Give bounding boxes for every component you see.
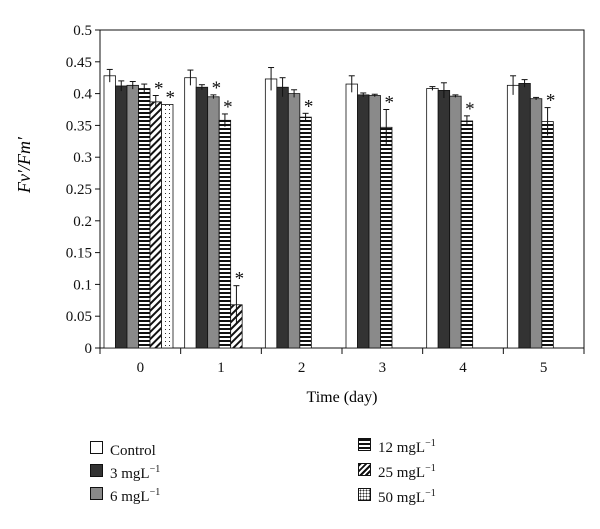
- y-axis-label: Fv′/Fm′: [14, 136, 34, 194]
- swatch-diagonal: [358, 463, 371, 476]
- bar: [449, 95, 462, 349]
- bar: [357, 94, 370, 349]
- legend-label: Control: [110, 443, 156, 459]
- bar: [126, 84, 139, 349]
- significance-star: *: [465, 99, 475, 120]
- bar: [506, 84, 520, 349]
- legend-label: 6 mgL−1: [110, 487, 161, 505]
- bar: [541, 121, 554, 349]
- bar: [149, 101, 162, 349]
- y-tick-label: 0.4: [73, 87, 92, 103]
- bar: [161, 104, 174, 349]
- bar: [287, 93, 301, 349]
- bar-chart: 0 0.05 0.1 0.15 0.2 0.25 0.3 0.35 0.4 0.45 0.5 0 1 2 3…: [14, 23, 585, 406]
- bar: [460, 120, 474, 349]
- y-tick-label: 0.15: [66, 246, 92, 262]
- bar: [299, 116, 312, 349]
- swatch-white: [90, 441, 103, 454]
- bar: [218, 119, 232, 349]
- significance-star: *: [154, 79, 164, 100]
- y-tick-label: 0.45: [66, 55, 92, 71]
- significance-star: *: [223, 97, 233, 118]
- x-axis-label: Time (day): [307, 389, 378, 406]
- y-tick-label: 0.3: [73, 150, 92, 166]
- significance-star: *: [385, 93, 395, 114]
- x-tick-label: 5: [540, 360, 548, 376]
- bar: [138, 88, 151, 349]
- x-tick-label: 2: [298, 360, 306, 376]
- legend-label: 50 mgL−1: [378, 488, 436, 506]
- x-tick-label: 1: [217, 360, 225, 376]
- legend-label: 12 mgL−1: [378, 438, 436, 456]
- x-tick-label: 3: [379, 360, 387, 376]
- bar: [426, 88, 439, 349]
- axes: 0 0.05 0.1 0.15 0.2 0.25 0.3 0.35 0.4 0.45 0.5 0 1 2 3…: [66, 23, 585, 376]
- significance-star: *: [235, 269, 245, 290]
- bar: [103, 75, 116, 349]
- significance-star: *: [166, 87, 176, 108]
- bar: [184, 77, 197, 349]
- bar: [518, 83, 531, 349]
- swatch-dotted: [358, 488, 371, 501]
- significance-star: *: [546, 91, 556, 112]
- x-tick-label: 0: [137, 360, 145, 376]
- significance-star: *: [304, 96, 314, 117]
- bar: [207, 96, 220, 349]
- significance-markers: * * **** * * *: [154, 78, 555, 290]
- y-tick-label: 0.05: [66, 309, 92, 325]
- bar: [437, 90, 451, 349]
- error-bars: [106, 67, 551, 324]
- bar: [380, 126, 393, 349]
- x-tick-label: 4: [459, 360, 467, 376]
- y-tick-label: 0.2: [73, 214, 92, 230]
- swatch-gray: [90, 487, 103, 500]
- bar: [529, 98, 543, 349]
- bar: [195, 86, 209, 349]
- bar: [276, 86, 289, 349]
- swatch-dark: [90, 464, 103, 477]
- bar: [264, 78, 278, 349]
- legend-label: 25 mgL−1: [378, 463, 436, 481]
- bar: [345, 83, 358, 349]
- bars: [103, 75, 554, 349]
- y-tick-label: 0: [85, 341, 93, 357]
- y-tick-label: 0.5: [73, 23, 92, 39]
- bar: [115, 85, 128, 349]
- y-tick-label: 0.35: [66, 118, 92, 134]
- bar: [368, 95, 381, 349]
- y-tick-label: 0.25: [66, 182, 92, 198]
- legend-label: 3 mgL−1: [110, 464, 161, 482]
- significance-star: *: [212, 78, 222, 99]
- swatch-horizontal: [358, 438, 371, 451]
- y-tick-label: 0.1: [73, 277, 92, 293]
